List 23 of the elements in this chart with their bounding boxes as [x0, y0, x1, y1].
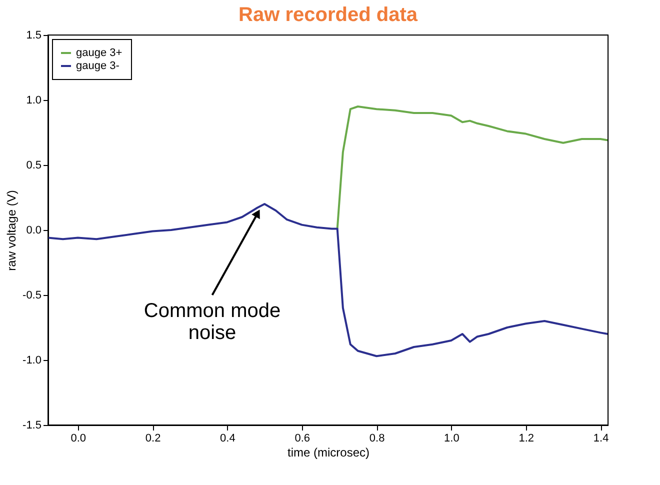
x-tick-label: 1.4: [593, 432, 609, 444]
y-tick-label: 0.5: [26, 160, 42, 172]
annotation: Common mode noise: [144, 300, 281, 344]
legend-label: gauge 3-: [76, 60, 120, 72]
x-tick-label: 0.8: [369, 432, 385, 444]
x-tick-label: 0.6: [294, 432, 310, 444]
x-tick-label: 0.4: [220, 432, 236, 444]
y-tick-label: -0.5: [22, 290, 42, 302]
y-tick-label: -1.5: [22, 420, 42, 432]
line-series: [336, 106, 608, 230]
chart-title: Raw recorded data: [238, 4, 418, 26]
legend-label: gauge 3+: [76, 47, 122, 59]
x-tick-label: 1.0: [444, 432, 460, 444]
x-tick-label: 0.0: [70, 432, 86, 444]
y-tick-label: 1.5: [26, 30, 42, 42]
x-tick-label: 0.2: [145, 432, 161, 444]
y-tick-label: 1.0: [26, 94, 42, 106]
y-tick-label: 0.0: [26, 224, 42, 236]
line-series: [48, 203, 608, 358]
x-tick-label: 1.2: [518, 432, 534, 444]
y-axis-title: raw voltage (V): [4, 190, 19, 271]
y-tick-label: -1.0: [22, 354, 42, 366]
x-axis-title: time (microsec): [287, 446, 370, 460]
